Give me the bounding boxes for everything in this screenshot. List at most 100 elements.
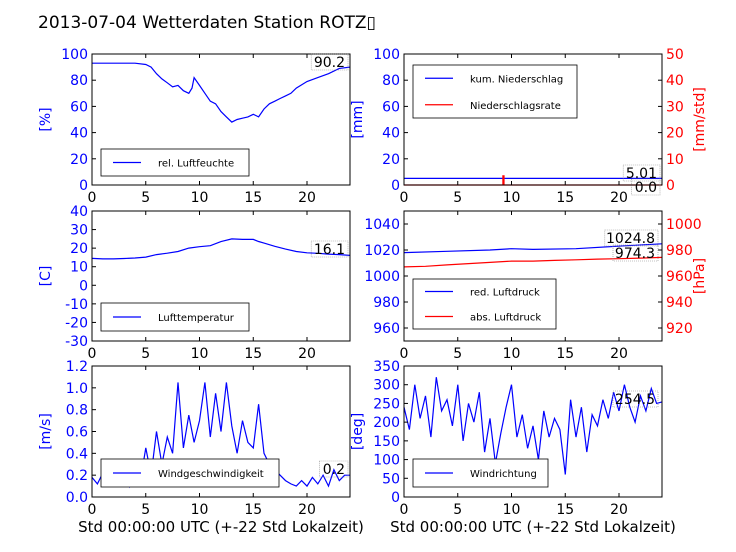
y-axis-label-right: [hPa] (692, 258, 708, 294)
current-value-label: 1024.8 (606, 231, 655, 247)
y-axis-label: [mm] (350, 100, 366, 138)
y-tick-label: 250 (373, 396, 400, 412)
x-tick-label: 15 (244, 346, 262, 362)
series-line-1 (92, 62, 351, 123)
y-right-tick-label: 940 (666, 295, 693, 311)
y-tick-label: 1040 (364, 217, 400, 233)
y-right-tick-label: 920 (666, 321, 693, 337)
x-tick-label: 15 (244, 190, 262, 206)
y-tick-label: 0.8 (66, 403, 88, 419)
y-tick-label: -20 (65, 315, 88, 331)
y-tick-label: 1.2 (66, 359, 88, 375)
legend: red. Luftdruck abs. Luftdruck (412, 278, 557, 330)
legend: rel. Luftfeuchte (100, 148, 250, 177)
y-tick-label: 20 (70, 241, 88, 257)
x-tick-label: 20 (610, 502, 628, 518)
x-tick-label: 5 (141, 190, 150, 206)
y-tick-label: 100 (373, 47, 400, 63)
y-tick-label: 40 (70, 126, 88, 142)
x-tick-label: 0 (400, 502, 409, 518)
current-value-box (604, 229, 659, 247)
x-tick-label: 10 (191, 502, 209, 518)
x-tick-label: 10 (191, 190, 209, 206)
legend-box (412, 278, 557, 330)
y-axis-label: [%] (38, 107, 54, 131)
plot-frame (403, 365, 663, 498)
y-tick-label: 40 (70, 204, 88, 220)
y-tick-label: 1020 (364, 243, 400, 259)
x-tick-label: 20 (298, 502, 316, 518)
x-tick-label: 0 (88, 190, 97, 206)
figure-title: 2013-07-04 Wetterdaten Station ROTZ▯ (38, 13, 376, 33)
y-right-tick-label: 960 (666, 269, 693, 285)
x-tick-label: 20 (298, 346, 316, 362)
series-line-1 (403, 243, 663, 254)
legend-label: Windgeschwindigkeit (158, 469, 264, 480)
plot-frame (403, 53, 663, 186)
y-tick-label: 200 (373, 415, 400, 431)
x-tick-label: 15 (244, 502, 262, 518)
current-value-box (631, 178, 661, 196)
y-tick-label: 20 (70, 152, 88, 168)
current-value-box (319, 460, 349, 478)
x-tick-label: 5 (141, 346, 150, 362)
y-tick-label: 1000 (364, 269, 400, 285)
legend: Lufttemperatur (100, 302, 250, 332)
y-tick-label: 960 (373, 321, 400, 337)
y-tick-label: 1.0 (66, 381, 88, 397)
y-tick-label: 0 (79, 178, 88, 194)
y-right-tick-label: 50 (666, 47, 684, 63)
y-tick-label: 20 (382, 152, 400, 168)
panel-1: 0 5 10 15 20 0 20 40 60 80 100 [%] rel. Luftfeuchte 9… (38, 47, 351, 206)
current-value-label: 0.0 (635, 180, 657, 196)
legend: Windrichtung (412, 458, 549, 488)
legend-box (412, 64, 578, 119)
right-column-xlabel: Std 00:00:00 UTC (+-22 Std Lokalzeit) (390, 518, 676, 536)
y-tick-label: 300 (373, 378, 400, 394)
x-tick-label: 0 (88, 502, 97, 518)
x-tick-label: 5 (453, 346, 462, 362)
legend-label: abs. Luftdruck (470, 313, 541, 324)
left-column-xlabel: Std 00:00:00 UTC (+-22 Std Lokalzeit) (78, 518, 364, 536)
legend-label: red. Luftdruck (470, 288, 540, 299)
series-line-2 (403, 256, 663, 268)
x-tick-label: 15 (556, 502, 574, 518)
series-line-1 (91, 238, 351, 260)
y-tick-label: 30 (70, 223, 88, 239)
x-tick-label: 20 (610, 190, 628, 206)
y-tick-label: 10 (70, 260, 88, 276)
legend-label: rel. Luftfeuchte (158, 159, 234, 170)
x-tick-label: 10 (503, 190, 521, 206)
y-tick-label: 50 (382, 471, 400, 487)
y-tick-label: 60 (70, 99, 88, 115)
x-tick-label: 20 (610, 346, 628, 362)
current-value-label: 974.3 (615, 246, 655, 262)
x-tick-label: 15 (556, 346, 574, 362)
y-tick-label: 980 (373, 295, 400, 311)
legend-label: kum. Niederschlag (470, 74, 563, 85)
panel-5: 0 5 10 15 20 0.0 0.2 0.4 0.6 0.8 1.0 1.2 [m/s] Windge… (38, 359, 351, 518)
current-value-box (612, 390, 659, 408)
current-value-box (612, 244, 659, 262)
x-tick-label: 0 (400, 346, 409, 362)
y-tick-label: 0.4 (66, 446, 88, 462)
x-tick-label: 10 (503, 502, 521, 518)
panel-3: 0 5 10 15 20 -30 -20 -10 0 10 20 30 40 [C] Lufttempera… (38, 204, 351, 362)
y-tick-label: 80 (382, 73, 400, 89)
current-value-label: 254.5 (615, 392, 655, 408)
y-tick-label: 40 (382, 126, 400, 142)
y-tick-label: 100 (61, 47, 88, 63)
legend-label: Niederschlagsrate (470, 101, 561, 112)
y-right-tick-label: 10 (666, 152, 684, 168)
x-tick-label: 20 (298, 190, 316, 206)
current-value-label: 0.2 (323, 462, 345, 478)
y-right-tick-label: 20 (666, 126, 684, 142)
x-tick-label: 10 (191, 346, 209, 362)
current-value-box (310, 53, 349, 71)
y-right-tick-label: 40 (666, 73, 684, 89)
panel-6: 0 5 10 15 20050100150200250300350[deg]Windri… (350, 359, 663, 518)
y-tick-label: 150 (373, 434, 400, 450)
y-tick-label: -10 (65, 297, 88, 313)
x-tick-label: 10 (503, 346, 521, 362)
